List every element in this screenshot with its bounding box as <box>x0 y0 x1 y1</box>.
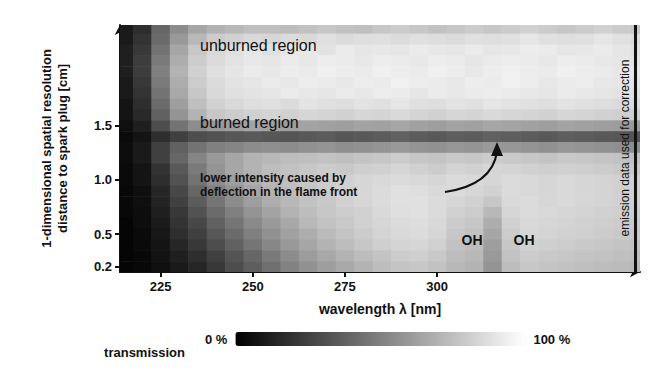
svg-text:1.5: 1.5 <box>94 118 112 133</box>
svg-text:0 %: 0 % <box>205 332 228 347</box>
svg-text:distance to spark plug [cm]: distance to spark plug [cm] <box>55 64 70 233</box>
svg-text:1-dimensional spatial resoluti: 1-dimensional spatial resolution <box>39 49 54 248</box>
svg-text:deflection in the flame front: deflection in the flame front <box>200 185 357 199</box>
svg-text:OH: OH <box>462 232 483 248</box>
svg-text:0.2: 0.2 <box>94 259 112 274</box>
svg-text:250: 250 <box>242 279 264 294</box>
svg-text:1.0: 1.0 <box>94 172 112 187</box>
svg-text:unburned region: unburned region <box>200 37 317 54</box>
svg-text:300: 300 <box>426 279 448 294</box>
svg-text:225: 225 <box>150 279 172 294</box>
svg-text:lower intensity caused by: lower intensity caused by <box>200 171 346 185</box>
svg-text:0.5: 0.5 <box>94 227 112 242</box>
svg-text:wavelength λ [nm]: wavelength λ [nm] <box>318 301 441 317</box>
svg-text:transmission: transmission <box>104 345 185 360</box>
svg-text:emission data used for correct: emission data used for correction <box>618 60 632 237</box>
svg-text:100 %: 100 % <box>533 332 570 347</box>
svg-text:OH: OH <box>514 232 535 248</box>
svg-text:275: 275 <box>334 279 356 294</box>
svg-text:burned region: burned region <box>200 114 299 131</box>
